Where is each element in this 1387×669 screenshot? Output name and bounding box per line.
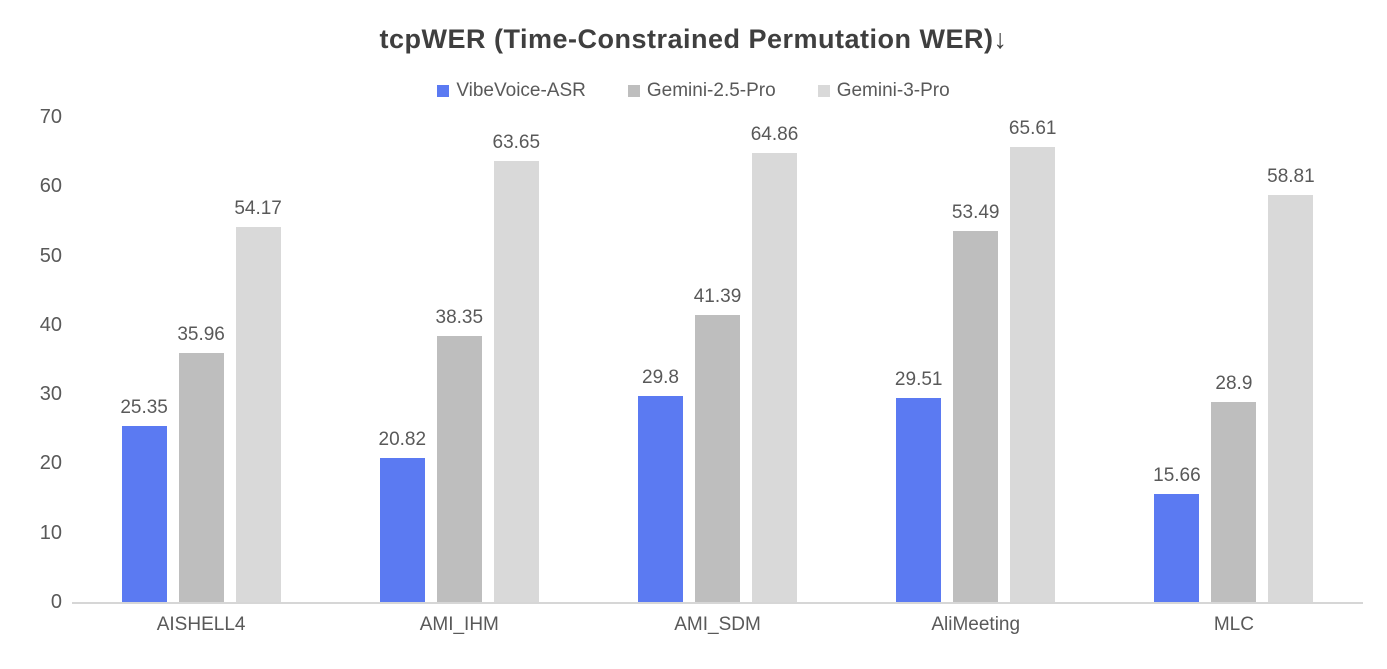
value-label: 29.8	[642, 366, 679, 388]
y-axis-tick-label: 10	[39, 521, 62, 544]
legend-swatch-icon	[817, 85, 830, 97]
value-label: 20.82	[378, 428, 427, 450]
bar-gemini-3-pro-ami-sdm: 64.86	[751, 124, 798, 602]
bar-gemini-3-pro-alimeeting: 65.61	[1009, 118, 1056, 602]
bar-vibevoice-asr-ami-sdm: 29.8	[638, 367, 683, 602]
bar-gemini-2-5-pro-ami-sdm: 41.39	[694, 286, 741, 602]
value-label: 53.49	[951, 202, 1000, 224]
value-label: 15.66	[1153, 464, 1201, 486]
bar-group-ami-ihm: 20.82 38.35 63.65 AMI_IHM	[330, 117, 588, 635]
y-axis-tick-label: 20	[39, 452, 62, 475]
legend: VibeVoice-ASR Gemini-2.5-Pro Gemini-3-Pro	[0, 80, 1387, 102]
value-label: 58.81	[1267, 165, 1315, 187]
value-label: 64.86	[750, 123, 799, 145]
x-axis-category-label: MLC	[1213, 614, 1254, 635]
y-axis-tick-label: 40	[39, 313, 62, 336]
value-label: 25.35	[120, 397, 168, 419]
value-label: 54.17	[234, 197, 282, 219]
value-label: 41.39	[693, 286, 742, 308]
bar-group-alimeeting: 29.51 53.49 65.61 AliMeeting	[847, 117, 1105, 635]
y-axis: 0 10 20 30 40 50 60 70	[0, 106, 62, 613]
bar-gemini-3-pro-mlc: 58.81	[1267, 166, 1315, 602]
legend-item-gemini-2-5-pro: Gemini-2.5-Pro	[627, 80, 776, 102]
y-axis-tick-label: 50	[39, 244, 62, 267]
legend-swatch-icon	[437, 85, 450, 97]
bar-vibevoice-asr-mlc: 15.66	[1153, 465, 1201, 602]
value-label: 28.9	[1215, 372, 1253, 394]
bar-vibevoice-asr-aishell4: 25.35	[120, 397, 168, 602]
bar-group-aishell4: 25.35 35.96 54.17 AISHELL4	[72, 117, 330, 635]
y-axis-tick-label: 60	[39, 175, 62, 198]
bar-group-ami-sdm: 29.8 41.39 64.86 AMI_SDM	[588, 117, 846, 635]
x-axis-category-label: AMI_SDM	[674, 614, 761, 635]
value-label: 63.65	[492, 132, 541, 153]
bar-gemini-2-5-pro-mlc: 28.9	[1211, 373, 1257, 602]
x-axis-category-label: AISHELL4	[156, 614, 246, 635]
value-label: 38.35	[435, 307, 484, 329]
bar-gemini-2-5-pro-ami-ihm: 38.35	[436, 307, 483, 602]
bar-vibevoice-asr-alimeeting: 29.51	[895, 369, 942, 602]
y-axis-tick-label: 0	[50, 591, 62, 613]
bar-gemini-2-5-pro-alimeeting: 53.49	[952, 202, 999, 602]
legend-label: Gemini-2.5-Pro	[646, 80, 776, 101]
legend-item-vibevoice-asr: VibeVoice-ASR	[437, 80, 586, 102]
bar-gemini-3-pro-ami-ihm: 63.65	[493, 132, 540, 602]
bar-vibevoice-asr-ami-ihm: 20.82	[379, 429, 426, 602]
x-axis-category-label: AMI_IHM	[419, 614, 499, 635]
y-axis-tick-label: 70	[39, 106, 62, 128]
plot-area: 25.35 35.96 54.17 AISHELL4 20.82 38.35 63.65 AM…	[72, 117, 1363, 636]
legend-label: Gemini-3-Pro	[836, 80, 950, 101]
bar-group-mlc: 15.66 28.9 58.81 MLC	[1105, 117, 1363, 636]
chart-title: tcpWER (Time-Constrained Permutation WER…	[379, 24, 1008, 54]
x-axis-category-label: AliMeeting	[931, 614, 1021, 635]
value-label: 65.61	[1008, 118, 1057, 140]
bar-gemini-3-pro-aishell4: 54.17	[234, 198, 282, 602]
legend-swatch-icon	[627, 85, 640, 97]
bar-gemini-2-5-pro-aishell4: 35.96	[177, 324, 225, 602]
value-label: 29.51	[894, 368, 943, 390]
legend-item-gemini-3-pro: Gemini-3-Pro	[817, 80, 950, 102]
value-label: 35.96	[177, 323, 225, 345]
y-axis-tick-label: 30	[39, 383, 62, 406]
legend-label: VibeVoice-ASR	[456, 80, 586, 101]
